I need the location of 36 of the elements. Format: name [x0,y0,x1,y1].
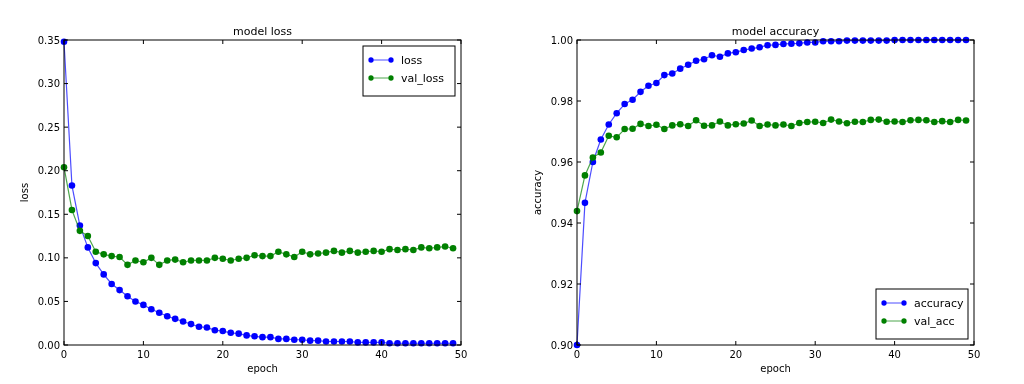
y-tick-label: 0.98 [550,95,573,107]
y-tick-label: 0.96 [550,156,573,168]
legend-label: val_loss [401,72,445,85]
x-tick-label: 40 [888,349,901,360]
chart-title: model loss [233,25,293,38]
x-tick-label: 20 [729,349,743,360]
y-tick-label: 0.00 [37,339,60,351]
y-tick-label: 0.90 [550,339,573,351]
x-tick-label: 30 [295,349,309,360]
y-axis-title: accuracy [532,169,543,216]
x-tick-label: 50 [967,349,981,360]
x-tick-label: 0 [60,349,68,360]
x-tick-label: 50 [454,349,468,360]
x-tick-label: 40 [375,349,388,360]
y-tick-label: 1.00 [550,34,573,46]
y-tick-label: 0.15 [37,208,60,220]
legend-label: val_acc [914,315,955,328]
y-tick-label: 0.35 [37,34,60,46]
x-axis-title: epoch [760,363,791,374]
y-tick-label: 0.20 [37,165,60,177]
y-axis-title: loss [19,182,30,203]
y-tick-label: 0.10 [37,252,60,264]
chart-title: model accuracy [731,25,820,38]
legend-label: loss [401,54,423,67]
y-tick-label: 0.05 [37,295,60,307]
x-tick-label: 10 [650,349,663,360]
y-tick-label: 0.94 [550,217,573,229]
x-tick-label: 30 [808,349,822,360]
y-tick-label: 0.92 [550,278,573,290]
x-tick-label: 0 [573,349,581,360]
x-axis-title: epoch [247,363,278,374]
y-tick-label: 0.25 [37,121,60,133]
y-tick-label: 0.30 [37,78,60,90]
x-tick-label: 20 [216,349,230,360]
legend-label: accuracy [914,297,965,310]
x-tick-label: 10 [137,349,150,360]
